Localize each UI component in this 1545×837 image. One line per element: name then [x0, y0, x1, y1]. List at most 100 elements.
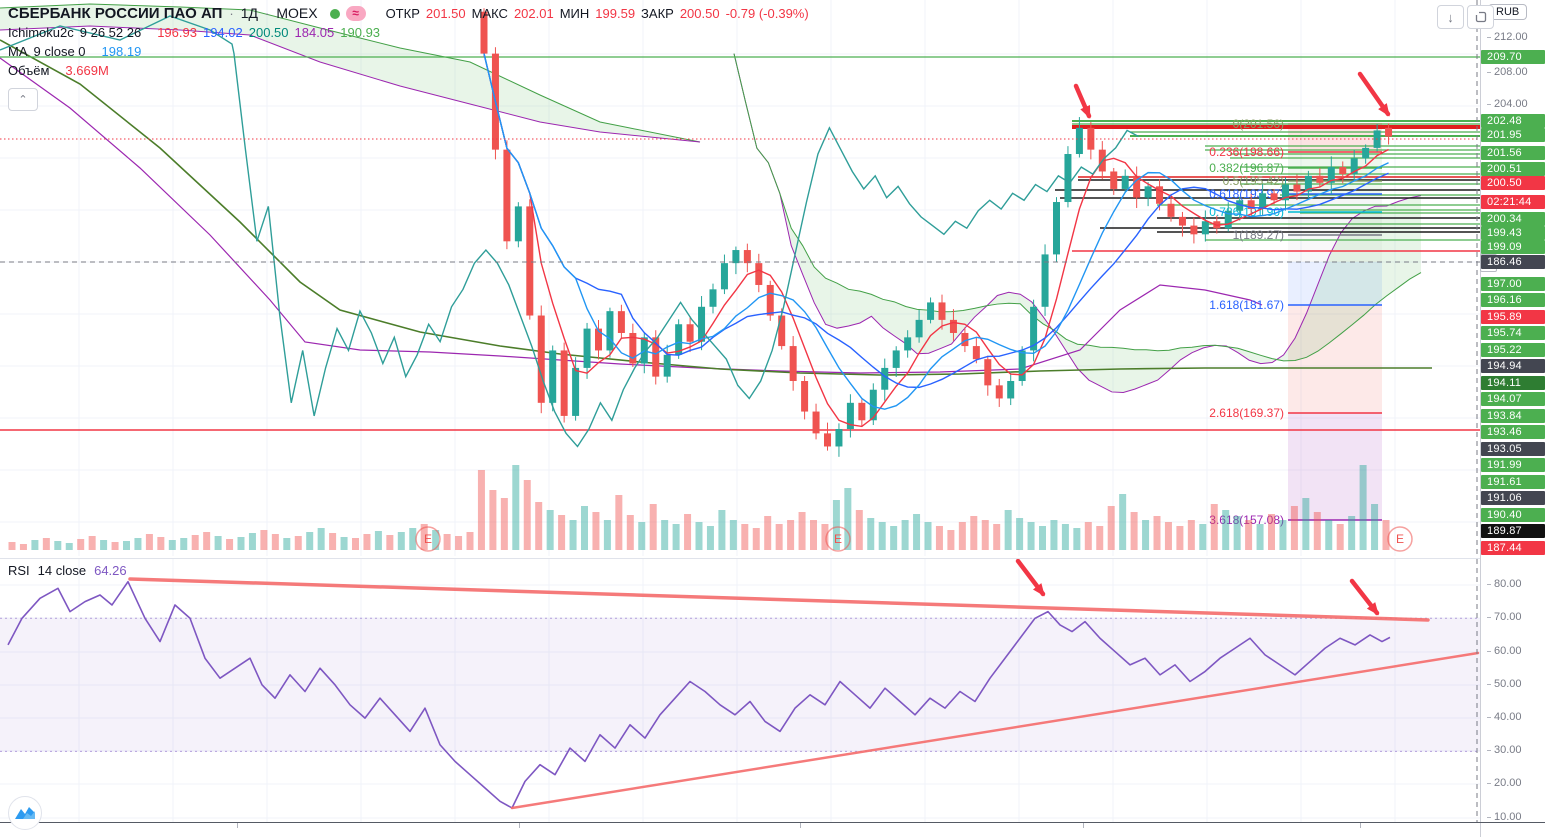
main-chart-canvas[interactable]: 0(201.56) 0.236(198.66) 0.382(196.87)0.5(1… [0, 0, 1480, 556]
fib-level-label: 0.382(196.87) [1209, 161, 1284, 175]
rsi-tick: 70.00 [1487, 611, 1522, 623]
candle [1339, 167, 1347, 175]
fib-level-label: 1(189.27) [1233, 228, 1284, 242]
fib-extension-zones [1288, 128, 1382, 520]
currency-toggle[interactable]: RUB [1488, 4, 1528, 20]
rsi-name[interactable]: RSI [8, 563, 30, 578]
price-axis[interactable]: RUB + 212.00208.00204.00209.70202.48201.… [1480, 0, 1545, 823]
fib-level-label: 0.5(195.42) [1223, 174, 1284, 188]
high-value: 202.01 [513, 6, 554, 21]
chart-floating-buttons: ↓ [1437, 5, 1494, 29]
time-axis[interactable] [0, 822, 1545, 837]
symbol-title[interactable]: СБЕРБАНК РОССИИ ПАО АП [8, 5, 223, 22]
rsi-chart-canvas[interactable] [0, 559, 1480, 823]
main-grid [0, 0, 1480, 556]
candle [961, 332, 969, 347]
ichimoku-kijun-value: 194.02 [202, 25, 243, 40]
candle [1018, 350, 1026, 381]
tradingview-logo-button[interactable] [8, 796, 42, 830]
main-price-pane[interactable]: 0(201.56) 0.236(198.66) 0.382(196.87) 0.5(1… [0, 0, 1494, 556]
ma-params: 9 close 0 [33, 44, 86, 59]
annotation-arrows [1073, 71, 1391, 119]
time-tick [800, 823, 801, 828]
low-label: МИН [559, 6, 590, 21]
volume-name[interactable]: Объём [8, 63, 50, 78]
price-level-label: 200.34 [1481, 212, 1545, 226]
restore-icon [1475, 11, 1486, 23]
ichimoku-cloud-left [0, 3, 701, 143]
fib-level-label: 0(201.56) [1233, 117, 1284, 131]
ichimoku-row[interactable]: Ichimoku2c 9 26 52 26 196.93 194.02 200.… [8, 23, 809, 42]
symbol-row[interactable]: СБЕРБАНК РОССИИ ПАО АП · 1Д · MOEX ≈ ОТК… [8, 4, 809, 23]
fib-level-label: 3.618(157.08) [1209, 513, 1284, 527]
change-value: -0.79 (-0.39%) [725, 6, 809, 21]
candle [1282, 184, 1289, 201]
restore-pane-button[interactable] [1467, 5, 1494, 29]
price-level-label: 201.56 [1481, 146, 1545, 160]
market-status-icon[interactable] [329, 8, 340, 19]
price-level-label: 02:21:44 [1481, 195, 1545, 209]
wave-indicator-icon[interactable]: ≈ [345, 6, 366, 21]
time-tick [1083, 823, 1084, 828]
candle [743, 250, 751, 264]
candle [595, 328, 602, 351]
candle [1201, 221, 1209, 235]
candle [606, 311, 614, 351]
candle [1247, 200, 1255, 210]
price-tick: 204.00 [1487, 98, 1528, 110]
price-level-label: 187.44 [1481, 541, 1545, 555]
candle [514, 206, 522, 242]
rsi-legend[interactable]: RSI 14 close 64.26 [8, 563, 127, 578]
scroll-to-recent-button[interactable]: ↓ [1437, 5, 1464, 29]
ichimoku-name[interactable]: Ichimoku2c [8, 25, 74, 40]
crosshair [0, 0, 1480, 556]
ichimoku-params: 9 26 52 26 [79, 25, 142, 40]
fib-level-label: 1.618(181.67) [1209, 298, 1284, 312]
rsi-pane[interactable]: RSI 14 close 64.26 [0, 558, 1480, 823]
candle [938, 302, 946, 320]
rsi-tick: 60.00 [1487, 645, 1522, 657]
svg-text:E: E [424, 532, 432, 546]
candle [1362, 147, 1370, 159]
high-label: МАКС [471, 6, 508, 21]
support-resistance-levels [0, 56, 1480, 431]
ichimoku-chikou-value: 200.50 [248, 25, 289, 40]
candle [755, 263, 763, 285]
ma-name[interactable]: MA [8, 44, 28, 59]
candle [1327, 167, 1335, 183]
candle [1144, 186, 1152, 198]
candle [1167, 203, 1175, 217]
price-level-label: 194.07 [1481, 392, 1545, 406]
candle [549, 350, 557, 403]
volume-row[interactable]: Объём 3.669M [8, 61, 809, 80]
candle [720, 263, 728, 290]
candle [1053, 202, 1060, 255]
rsi-params: 14 close [37, 563, 87, 578]
candle [698, 306, 706, 342]
exchange-label: MOEX [276, 5, 318, 21]
candle [869, 389, 877, 421]
price-level-label: 200.51 [1481, 162, 1545, 176]
price-level-label: 191.99 [1481, 458, 1545, 472]
candle [801, 380, 809, 412]
timeframe-label[interactable]: 1Д [240, 5, 258, 21]
candle [1236, 200, 1244, 211]
price-level-label: 195.89 [1481, 310, 1545, 324]
time-tick [519, 823, 520, 828]
ma-row[interactable]: MA 9 close 0 198.19 [8, 42, 809, 61]
candle [1350, 158, 1358, 175]
time-tick [1360, 823, 1361, 828]
price-level-label: 193.84 [1481, 409, 1545, 423]
candle [1041, 254, 1049, 307]
candle [812, 411, 820, 434]
candle [1293, 184, 1301, 192]
rsi-tick: 80.00 [1487, 578, 1522, 590]
collapse-legend-button[interactable]: ⌃ [8, 88, 38, 111]
price-level-label: 199.09 [1481, 240, 1545, 254]
rsi-band [0, 617, 1480, 752]
rsi-tick: 20.00 [1487, 777, 1522, 789]
price-level-label: 186.46 [1481, 255, 1545, 269]
candle [1304, 175, 1312, 192]
price-tick: 212.00 [1487, 31, 1528, 43]
ichimoku-tenkan-value: 196.93 [157, 25, 197, 40]
